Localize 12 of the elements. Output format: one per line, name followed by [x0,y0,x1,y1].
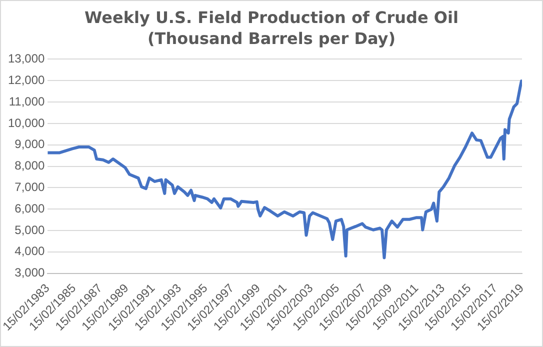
y-tick-label: 4,000 [14,244,46,258]
y-tick-label: 6,000 [14,201,46,216]
chart-title: Weekly U.S. Field Production of Crude Oil (Thousand Barrels per Day) [84,7,460,49]
y-tick-label: 8,000 [14,158,46,173]
y-tick-label: 9,000 [14,137,46,152]
y-tick-label: 5,000 [14,222,46,237]
y-tick-label: 3,000 [14,266,46,280]
y-tick-label: 13,000 [8,52,46,66]
y-tick-label: 7,000 [14,180,46,194]
y-tick-label: 11,000 [8,94,46,108]
y-tick-label: 10,000 [8,116,46,130]
y-tick-label: 12,000 [8,72,46,87]
